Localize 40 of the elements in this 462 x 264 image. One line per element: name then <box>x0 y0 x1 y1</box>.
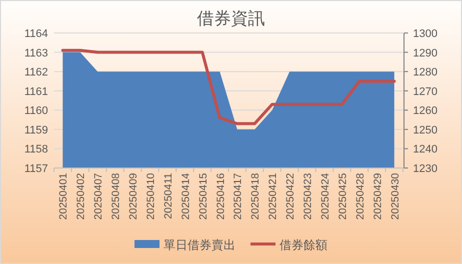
y-tick-label: 1162 <box>24 66 48 79</box>
x-tick-label: 20250428 <box>354 172 366 220</box>
y-tick-label: 1159 <box>24 124 48 136</box>
x-tick-label: 20250430 <box>389 172 402 220</box>
chart-title: 借券資訊 <box>197 9 265 28</box>
x-tick-label: 20250407 <box>92 172 105 220</box>
line-series <box>61 48 396 126</box>
y-tick-label: 1163 <box>24 47 48 60</box>
x-tick-label: 20250422 <box>284 172 297 220</box>
x-tick-label: 20250415 <box>197 172 210 220</box>
x-tick-label: 20250416 <box>214 172 227 220</box>
y-tick-label: 1161 <box>24 86 48 98</box>
y-tick-label: 1164 <box>24 28 48 40</box>
y2-tick-label: 1290 <box>413 47 438 60</box>
x-tick-label: 20250429 <box>372 172 384 220</box>
y-tick-label: 1160 <box>24 105 48 118</box>
legend-label: 單日借券賣出 <box>164 238 236 252</box>
y2-tick-label: 1250 <box>413 124 438 136</box>
x-tick-label: 20250402 <box>75 172 88 220</box>
y2-tick-label: 1270 <box>413 86 438 98</box>
y2-tick-label: 1240 <box>413 144 438 156</box>
x-tick-label: 20250417 <box>232 172 244 220</box>
x-tick-label: 20250421 <box>267 172 280 220</box>
x-tick-label: 20250414 <box>180 172 192 220</box>
y-tick-label: 1157 <box>24 163 48 175</box>
x-tick-label: 20250409 <box>128 172 140 220</box>
legend-label: 借券餘額 <box>280 238 328 252</box>
x-tick-label: 20250423 <box>302 172 314 220</box>
x-tick-label: 20250411 <box>162 172 174 219</box>
y-tick-label: 1158 <box>24 144 48 156</box>
x-tick-label: 20250410 <box>144 172 157 220</box>
x-tick-label: 20250424 <box>319 172 332 220</box>
x-tick-label: 20250401 <box>58 172 70 220</box>
y2-tick-label: 1260 <box>413 105 438 118</box>
x-tick-label: 20250418 <box>250 172 262 220</box>
x-tick-label: 20250408 <box>110 172 122 220</box>
y2-tick-label: 1300 <box>413 28 438 40</box>
x-tick-label: 20250425 <box>336 172 349 220</box>
y2-tick-label: 1230 <box>413 163 438 175</box>
y2-tick-label: 1280 <box>413 66 438 79</box>
